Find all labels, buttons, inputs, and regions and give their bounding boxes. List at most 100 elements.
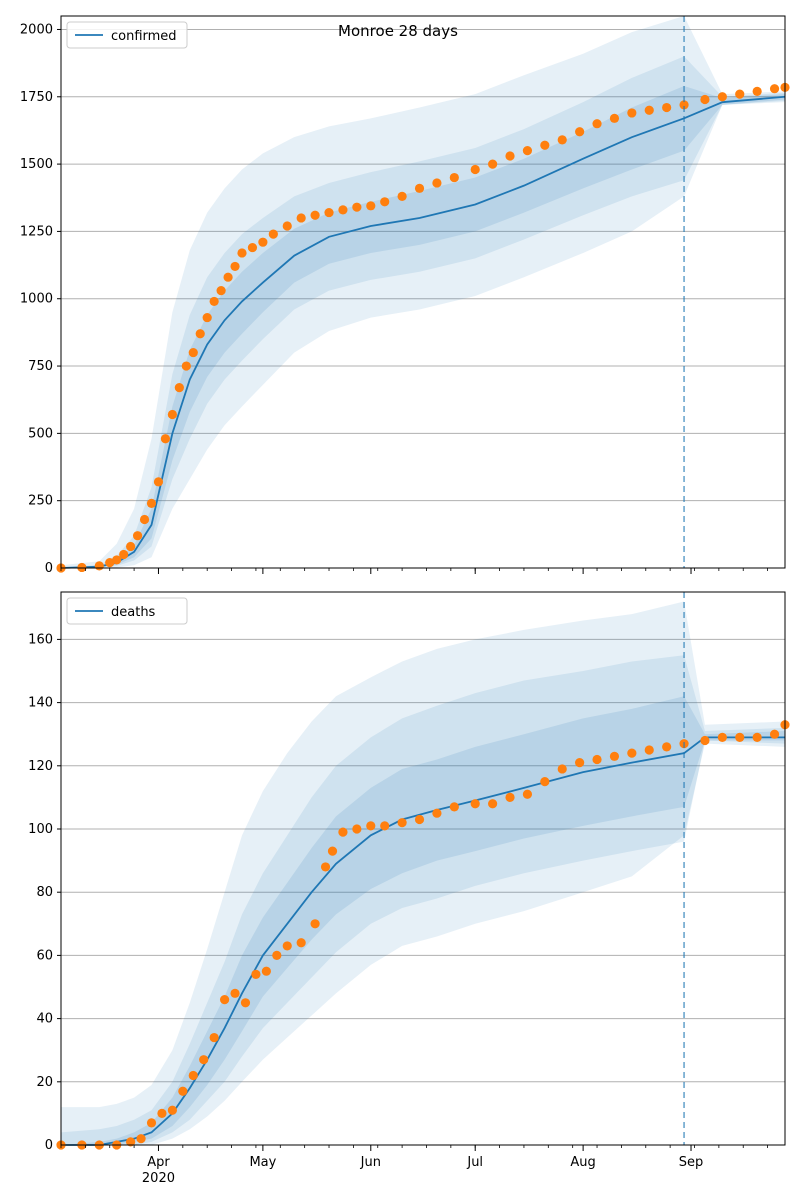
observed-point <box>609 113 620 123</box>
observed-point <box>540 777 550 787</box>
observed-point <box>414 183 425 193</box>
observed-point <box>700 94 710 105</box>
observed-point <box>717 92 727 102</box>
observed-point <box>282 221 292 231</box>
observed-point <box>327 846 338 856</box>
observed-point <box>324 207 334 218</box>
observed-point <box>366 821 376 831</box>
observed-point <box>153 477 164 487</box>
observed-point <box>268 229 278 239</box>
observed-point <box>449 802 459 812</box>
observed-point <box>320 862 331 872</box>
observed-point <box>188 1070 198 1081</box>
y-tick-label: 250 <box>28 494 53 509</box>
model-median-line <box>60 95 786 569</box>
observed-point <box>679 100 689 110</box>
observed-point <box>470 164 480 175</box>
observed-point <box>112 555 122 565</box>
observed-point <box>397 191 407 202</box>
y-tick-label: 160 <box>28 632 53 647</box>
observed-point <box>575 758 585 768</box>
observed-point <box>119 549 129 560</box>
y-tick-label: 500 <box>28 426 53 441</box>
observed-point <box>230 261 240 272</box>
observed-point <box>282 941 292 951</box>
observed-point <box>735 89 745 99</box>
observed-point <box>146 498 157 508</box>
confidence-band <box>61 16 785 568</box>
observed-point <box>414 814 425 825</box>
y-tick-label: 1250 <box>20 224 53 239</box>
observed-point <box>540 140 550 150</box>
x-tick-label: Apr <box>147 1155 170 1170</box>
y-tick-label: 2000 <box>20 22 53 37</box>
observed-point <box>296 213 306 223</box>
observed-point <box>167 1105 177 1115</box>
y-tick-label: 100 <box>28 822 53 837</box>
observed-point <box>247 242 258 253</box>
observed-point <box>449 172 459 183</box>
observed-point <box>237 248 247 258</box>
observed-point <box>261 966 271 976</box>
observed-point <box>195 329 205 339</box>
axes-frame <box>60 591 786 1146</box>
legend-label: confirmed <box>111 29 177 44</box>
observed-point <box>662 742 672 752</box>
observed-point <box>592 754 602 765</box>
confidence-band <box>61 696 785 1145</box>
observed-point <box>644 745 654 755</box>
observed-point <box>488 799 498 809</box>
legend-box <box>66 597 188 625</box>
observed-point <box>160 434 171 444</box>
observed-point <box>557 764 567 774</box>
y-tick-label: 80 <box>36 885 53 900</box>
observed-point <box>752 86 762 96</box>
confidence-band <box>61 86 785 568</box>
observed-point <box>167 409 177 420</box>
observed-point <box>352 202 362 212</box>
x-tick-label: Aug <box>570 1155 595 1170</box>
observed-point <box>251 969 261 979</box>
observed-point <box>139 514 150 525</box>
legend-label: deaths <box>111 605 156 620</box>
y-tick-label: 140 <box>28 696 53 711</box>
observed-point <box>735 732 745 742</box>
observed-point <box>432 808 442 818</box>
y-tick-label: 1750 <box>20 90 53 105</box>
observed-point <box>174 382 184 393</box>
observed-point <box>338 827 348 837</box>
observed-point <box>219 995 230 1005</box>
observed-point <box>769 84 780 94</box>
observed-point <box>380 821 390 831</box>
observed-point <box>136 1134 146 1144</box>
observed-point <box>310 210 320 220</box>
observed-point <box>132 531 143 541</box>
model-median-line <box>61 736 785 1146</box>
observed-point <box>627 748 637 758</box>
observed-point <box>94 561 104 571</box>
y-tick-label: 1000 <box>20 292 53 307</box>
observed-point <box>258 237 268 247</box>
legend-box <box>66 21 188 49</box>
confirmed-panel: 0 250 500 750 1000 1250 1500 1750 2000 confirmed <box>20 15 790 576</box>
axes-frame <box>60 15 786 569</box>
observed-point <box>609 751 620 761</box>
observed-point <box>522 146 533 156</box>
y-tick-label: 0 <box>45 1138 53 1153</box>
observed-point <box>202 312 212 323</box>
y-tick-label: 60 <box>36 948 53 963</box>
observed-point <box>240 998 251 1008</box>
y-tick-label: 120 <box>28 759 53 774</box>
observed-point <box>769 729 780 739</box>
confidence-band <box>61 655 785 1145</box>
observed-point <box>366 201 376 211</box>
observed-point <box>432 178 442 188</box>
x-tick-year-label: 2020 <box>142 1171 175 1186</box>
observed-point <box>209 1032 219 1043</box>
observed-point <box>644 105 654 115</box>
x-tick-label: Jul <box>466 1155 483 1170</box>
observed-point <box>181 361 191 371</box>
